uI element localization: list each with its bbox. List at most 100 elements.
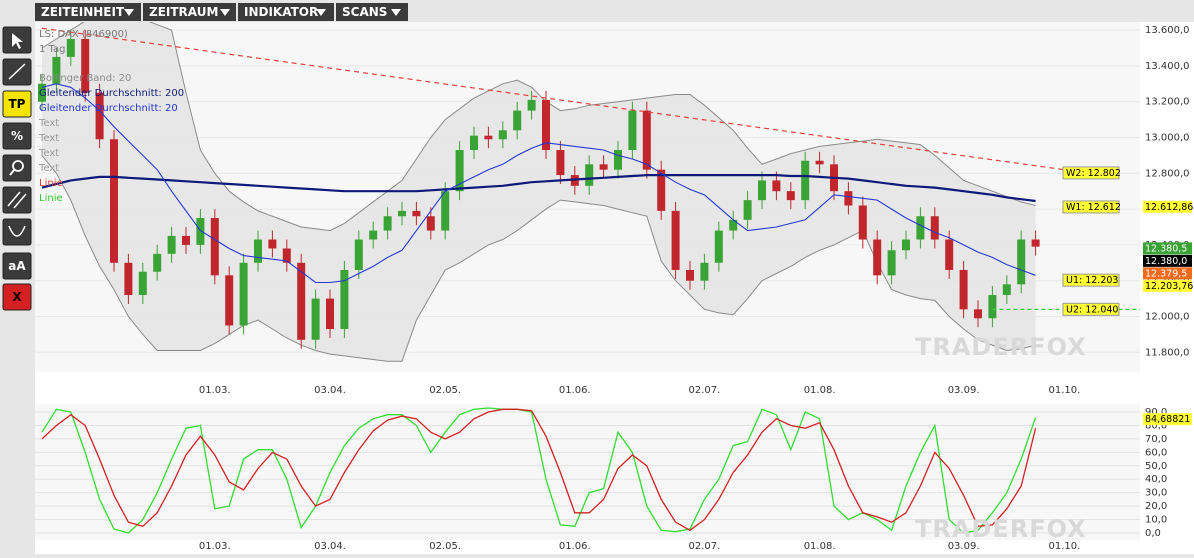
price-label: 12.379,5 (1145, 268, 1187, 279)
info-text: 1 Tag (39, 44, 65, 55)
candle-body (988, 295, 997, 319)
y-tick-label: 11.800,0 (1145, 347, 1190, 358)
x-tick-label: 01.03. (199, 541, 231, 552)
candle-body (786, 191, 795, 201)
menu-button[interactable] (336, 3, 408, 21)
trend-line (41, 27, 1065, 171)
level-label: W1: 12.612 (1066, 202, 1121, 213)
candle-body (153, 253, 162, 272)
bollinger-lower (41, 155, 1036, 362)
oscillator-line (41, 408, 1037, 532)
candle-body (628, 110, 637, 151)
tool-label: X (12, 290, 22, 304)
sub-plot (35, 404, 1140, 540)
oscillator-line (41, 407, 1037, 534)
candle-body (196, 218, 205, 245)
legend-entry: Linie (39, 193, 63, 204)
candle-body (599, 164, 608, 170)
value-label: 84,68821 (1145, 414, 1190, 425)
y-tick-label: 13.400,0 (1145, 61, 1190, 72)
candle-body (210, 218, 219, 276)
y-tick-label: 30,0 (1145, 488, 1167, 499)
y-tick-label: 12.000,0 (1145, 312, 1190, 323)
candle-body (1031, 239, 1040, 247)
candle-body (182, 235, 190, 245)
candle-body (383, 216, 392, 231)
channel-icon (13, 193, 27, 209)
candle-body (340, 269, 349, 330)
tool-curve[interactable] (2, 218, 32, 246)
candle-body (527, 99, 536, 111)
y-tick-label: 20,0 (1145, 501, 1167, 512)
y-tick-label: 0,0 (1145, 528, 1161, 539)
tool-channel[interactable] (2, 186, 32, 214)
level-box (1062, 200, 1120, 214)
candle-body (470, 135, 478, 151)
candle-body (225, 275, 234, 326)
y-tick-label: 13.200,0 (1145, 97, 1190, 108)
x-tick-label: 02.05. (429, 541, 461, 552)
candle-body (1002, 284, 1011, 296)
price-label: 12.612,86 (1145, 202, 1193, 213)
tool-label: % (11, 129, 23, 143)
candle-body (844, 191, 853, 206)
candle-body (326, 298, 334, 330)
candle-body (772, 180, 781, 192)
channel-icon (7, 191, 21, 207)
y-tick-label: 13.600,0 (1145, 25, 1190, 36)
candle-body (686, 269, 694, 281)
candle-body (66, 39, 75, 57)
candle-body (758, 180, 766, 201)
candle-body (81, 39, 90, 93)
x-tick-label: 02.05. (429, 385, 461, 396)
tool-percent[interactable] (2, 122, 32, 150)
candle-body (369, 230, 378, 240)
tool-delete[interactable] (2, 283, 32, 311)
menu-button[interactable] (35, 3, 141, 21)
tool-zoom[interactable] (2, 154, 32, 182)
legend-entry: Text (38, 133, 59, 144)
value-box (1143, 413, 1192, 426)
candle-body (513, 110, 522, 131)
candle-body (743, 200, 752, 220)
price-box (1143, 200, 1192, 213)
candle-body (110, 139, 118, 263)
candle-body (657, 169, 666, 211)
y-tick-label: 12.800,0 (1145, 168, 1190, 179)
menu-label: INDIKATOR (244, 5, 318, 19)
price-box (1143, 279, 1192, 292)
x-tick-label: 01.03. (199, 385, 231, 396)
menu-button[interactable] (143, 3, 236, 21)
main-plot-layer (35, 22, 1140, 362)
menu-button[interactable] (238, 3, 334, 21)
level-label: U2: 12.040 (1066, 304, 1118, 315)
magnifier-handle (9, 169, 15, 176)
bollinger-upper (41, 22, 1036, 232)
candle-body (297, 262, 306, 340)
tool-label: aA (8, 259, 26, 273)
tool-text[interactable] (2, 252, 32, 280)
x-tick-label: 03.09. (948, 541, 980, 552)
y-tick-label: 90,0 (1145, 407, 1167, 418)
level-box (1062, 166, 1120, 180)
candle-body (585, 164, 594, 186)
dropdown-arrow (220, 9, 230, 16)
candle-body (441, 191, 450, 231)
candle-body (282, 248, 291, 263)
x-tick-label: 01.08. (804, 541, 836, 552)
candle-body (714, 230, 723, 263)
curve-icon (8, 225, 26, 237)
candle-body (1017, 239, 1026, 285)
tool-tp[interactable] (2, 90, 32, 118)
bollinger-fill (42, 22, 1036, 362)
dropdown-arrow (316, 9, 326, 16)
candle-body (858, 205, 867, 240)
info-text: LS: DAX (846900) (39, 29, 128, 40)
dropdown-arrow (391, 9, 401, 16)
x-tick-label: 01.10. (1048, 385, 1080, 396)
tool-column: TP % aA X (2, 26, 32, 311)
legend-entry: Text (38, 163, 59, 174)
x-tick-label: 03.04. (314, 541, 346, 552)
candle-body (945, 239, 954, 270)
level-box (1062, 273, 1120, 287)
